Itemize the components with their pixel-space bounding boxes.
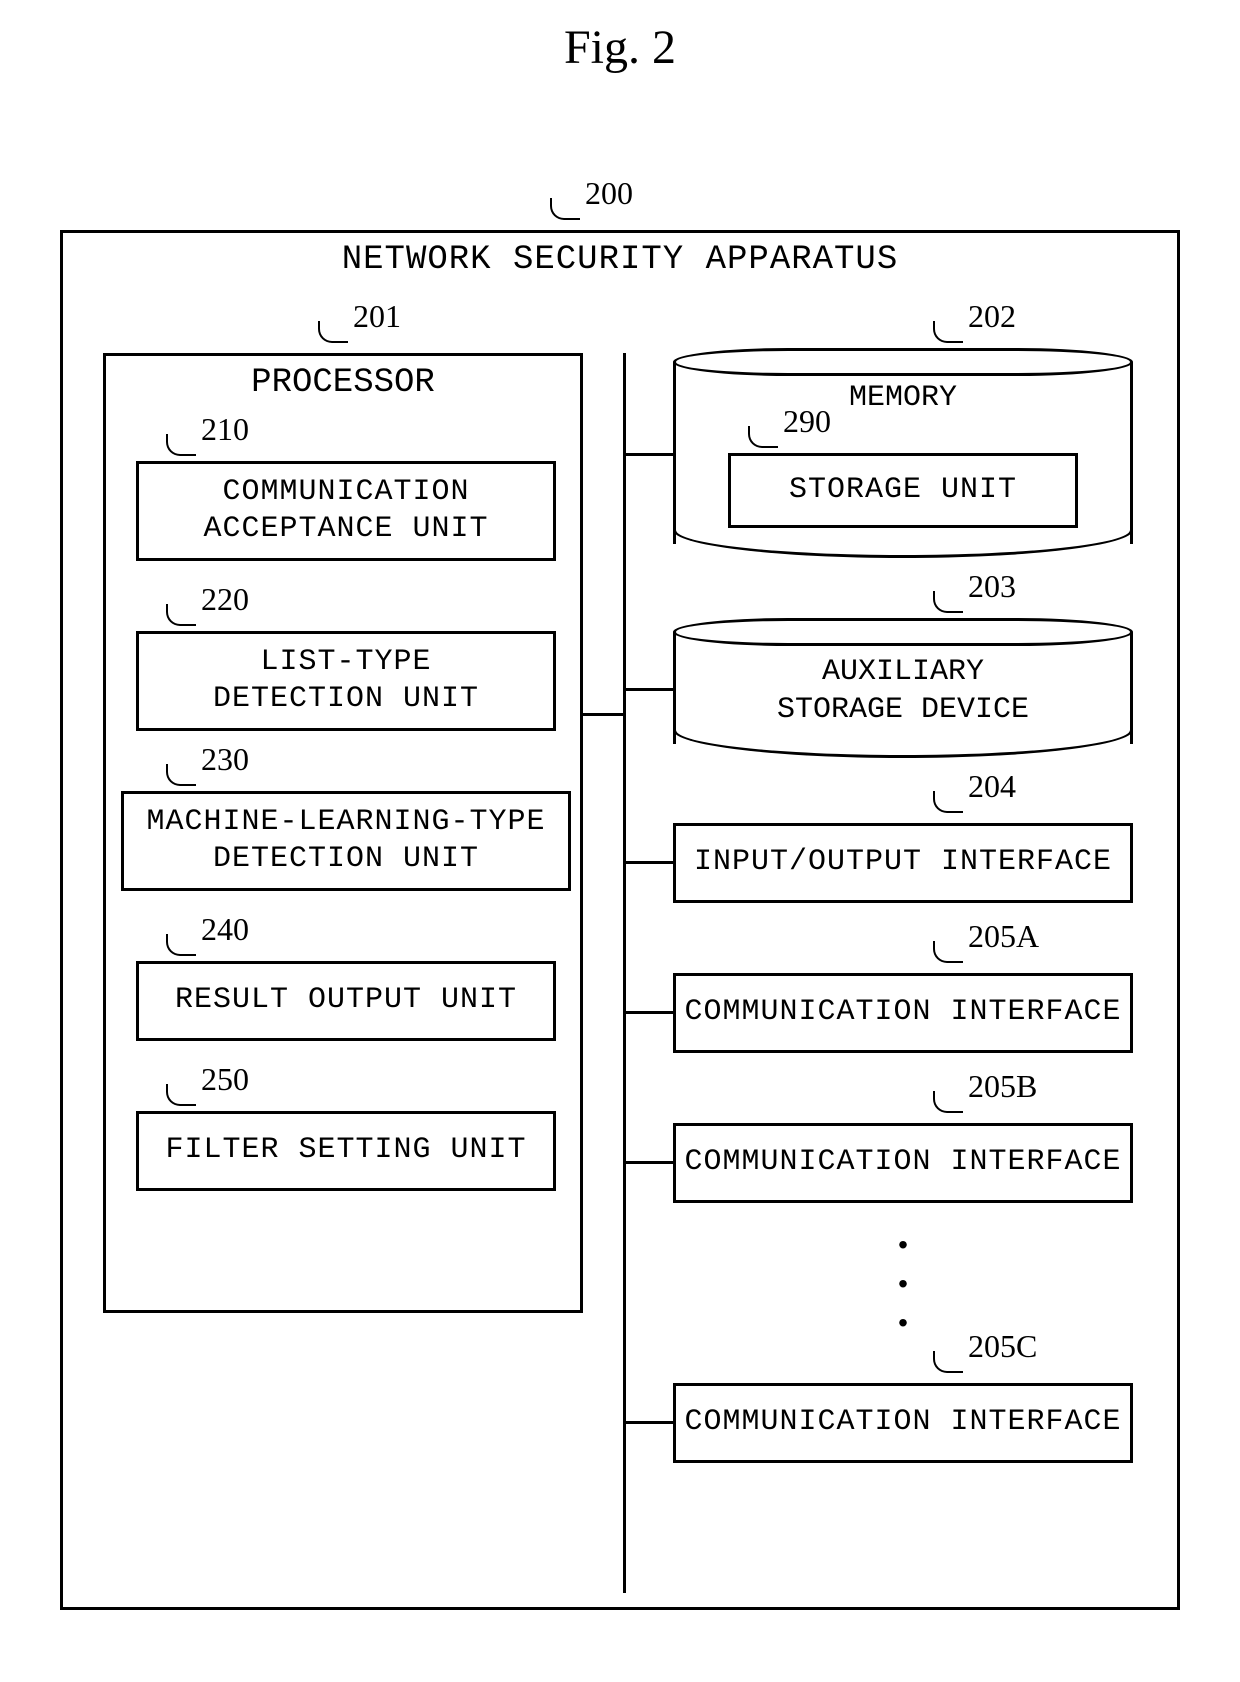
page: Fig. 2 200 NETWORK SECURITY APPARATUS 20… — [0, 0, 1240, 1682]
ref-label-250: 250 — [201, 1061, 249, 1098]
connector-io — [623, 861, 673, 864]
connector-memory — [623, 453, 673, 456]
result-output-unit: RESULT OUTPUT UNIT — [136, 961, 556, 1041]
ref-label-202: 202 — [968, 298, 1016, 335]
ref-hook-210 — [166, 434, 196, 456]
processor-box: PROCESSOR 210 COMMUNICATION ACCEPTANCE U… — [103, 353, 583, 1313]
list-type-detection-unit: LIST-TYPE DETECTION UNIT — [136, 631, 556, 731]
ref-label-201: 201 — [353, 298, 401, 335]
ref-label-204: 204 — [968, 768, 1016, 805]
ref-label-230: 230 — [201, 741, 249, 778]
ref-hook-203 — [933, 591, 963, 613]
io-interface-box: INPUT/OUTPUT INTERFACE — [673, 823, 1133, 903]
ellipsis-dots: ••• — [893, 1228, 913, 1346]
connector-aux-storage — [623, 688, 673, 691]
ref-hook-205a — [933, 941, 963, 963]
network-security-apparatus-box: NETWORK SECURITY APPARATUS 201 PROCESSOR… — [60, 230, 1180, 1610]
figure-title: Fig. 2 — [0, 20, 1240, 75]
ref-hook-230 — [166, 764, 196, 786]
ref-label-290: 290 — [783, 403, 831, 440]
bus-line — [623, 353, 626, 1593]
ref-hook-202 — [933, 321, 963, 343]
connector-205a — [623, 1011, 673, 1014]
ref-hook-240 — [166, 934, 196, 956]
ref-label-203: 203 — [968, 568, 1016, 605]
machine-learning-type-detection-unit: MACHINE-LEARNING-TYPE DETECTION UNIT — [121, 791, 571, 891]
comm-interface-c-box: COMMUNICATION INTERFACE — [673, 1383, 1133, 1463]
ref-hook-290 — [748, 426, 778, 448]
ref-label-240: 240 — [201, 911, 249, 948]
storage-unit: STORAGE UNIT — [728, 453, 1078, 528]
ref-hook-204 — [933, 791, 963, 813]
comm-interface-a-box: COMMUNICATION INTERFACE — [673, 973, 1133, 1053]
processor-title: PROCESSOR — [106, 364, 580, 402]
ref-hook-205b — [933, 1091, 963, 1113]
ref-label-220: 220 — [201, 581, 249, 618]
ref-label-205c: 205C — [968, 1328, 1037, 1365]
connector-205c — [623, 1421, 673, 1424]
connector-processor-bus — [583, 713, 623, 716]
ref-label-205b: 205B — [968, 1068, 1037, 1105]
outer-box-title: NETWORK SECURITY APPARATUS — [63, 241, 1177, 279]
aux-storage-label: AUXILIARY STORAGE DEVICE — [673, 654, 1133, 729]
ref-label-200: 200 — [585, 175, 633, 212]
memory-title: MEMORY — [673, 380, 1133, 418]
ref-hook-250 — [166, 1084, 196, 1106]
connector-205b — [623, 1161, 673, 1164]
filter-setting-unit: FILTER SETTING UNIT — [136, 1111, 556, 1191]
ref-hook-220 — [166, 604, 196, 626]
aux-storage-cylinder: AUXILIARY STORAGE DEVICE — [673, 618, 1133, 758]
ref-hook-201 — [318, 321, 348, 343]
ref-hook-205c — [933, 1351, 963, 1373]
ref-label-205a: 205A — [968, 918, 1039, 955]
memory-cylinder: MEMORY 290 STORAGE UNIT — [673, 348, 1133, 558]
ref-label-210: 210 — [201, 411, 249, 448]
communication-acceptance-unit: COMMUNICATION ACCEPTANCE UNIT — [136, 461, 556, 561]
comm-interface-b-box: COMMUNICATION INTERFACE — [673, 1123, 1133, 1203]
ref-hook-200 — [550, 198, 580, 220]
